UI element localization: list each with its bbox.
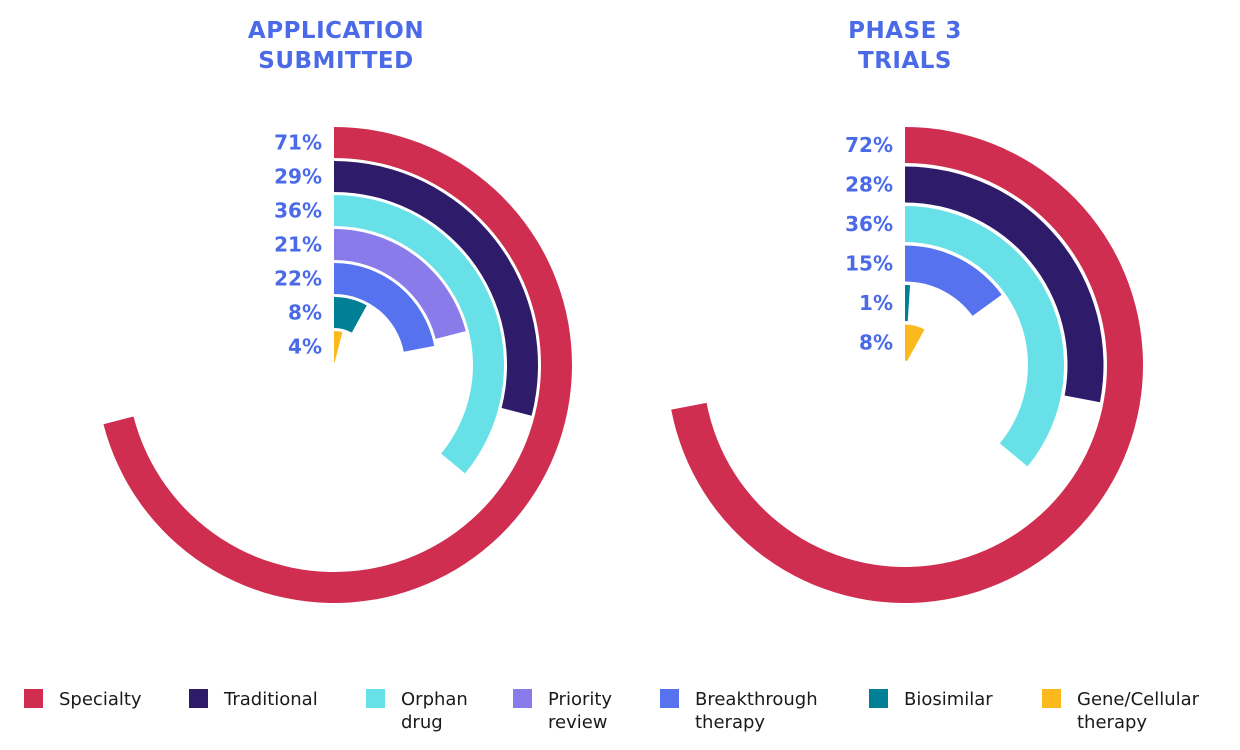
value-label-orphan-drug: 36% xyxy=(274,199,322,223)
legend-label: Gene/Cellular therapy xyxy=(1077,689,1200,733)
bar-priority-review xyxy=(334,229,466,339)
radial-chart-application-submitted: 71% 29% 36% 21% 22% 8% 4% xyxy=(103,127,572,603)
legend-swatch xyxy=(366,689,385,708)
legend-label: Breakthrough therapy xyxy=(695,689,818,733)
value-label-breakthrough-therapy: 15% xyxy=(845,252,893,276)
bar-traditional xyxy=(905,166,1104,403)
legend-item-gene-cellular-therapy: Gene/Cellular therapy xyxy=(1042,688,1199,734)
legend-swatch xyxy=(189,689,208,708)
legend-item-specialty: Specialty xyxy=(24,688,142,711)
bar-orphan-drug xyxy=(334,195,505,474)
legend-item-biosimilar: Biosimilar xyxy=(869,688,993,711)
bar-gene-cellular-therapy xyxy=(334,331,343,363)
legend-swatch xyxy=(513,689,532,708)
legend: Specialty Traditional Orphan drug Priori… xyxy=(0,688,1240,748)
value-label-gene-cellular-therapy: 4% xyxy=(288,335,322,359)
radial-chart-phase-3-trials: 72% 28% 36% 15% 1% 8% xyxy=(671,127,1143,603)
legend-swatch xyxy=(869,689,888,708)
legend-label: Priority review xyxy=(548,689,613,733)
legend-label: Biosimilar xyxy=(904,689,993,710)
legend-item-traditional: Traditional xyxy=(189,688,318,711)
value-label-gene-cellular-therapy: 8% xyxy=(859,331,893,355)
chart-title-application-submitted: APPLICATION SUBMITTED xyxy=(247,18,425,74)
bar-gene-cellular-therapy xyxy=(905,324,925,362)
radial-bar-charts: 71% 29% 36% 21% 22% 8% 4% 72% 28% 36% 15% 1% 8% xyxy=(103,127,1143,603)
value-label-specialty: 71% xyxy=(274,131,322,155)
legend-label: Orphan drug xyxy=(401,689,468,733)
legend-label: Traditional xyxy=(224,689,318,710)
legend-label: Specialty xyxy=(59,689,142,710)
legend-item-priority-review: Priority review xyxy=(513,688,612,734)
value-label-traditional: 29% xyxy=(274,165,322,189)
chart-title-phase-3-trials: PHASE 3 TRIALS xyxy=(848,18,962,74)
bar-orphan-drug xyxy=(905,206,1064,467)
value-label-biosimilar: 1% xyxy=(859,291,893,315)
bar-traditional xyxy=(334,161,538,416)
value-label-traditional: 28% xyxy=(845,173,893,197)
legend-item-orphan-drug: Orphan drug xyxy=(366,688,468,734)
bar-biosimilar xyxy=(334,297,367,333)
bar-biosimilar xyxy=(905,285,911,322)
legend-swatch xyxy=(660,689,679,708)
legend-item-breakthrough-therapy: Breakthrough therapy xyxy=(660,688,818,734)
bar-breakthrough-therapy xyxy=(334,263,435,352)
value-label-biosimilar: 8% xyxy=(288,301,322,325)
legend-swatch xyxy=(1042,689,1061,708)
value-label-specialty: 72% xyxy=(845,133,893,157)
value-label-breakthrough-therapy: 22% xyxy=(274,267,322,291)
bar-breakthrough-therapy xyxy=(905,245,1002,316)
legend-swatch xyxy=(24,689,43,708)
value-label-orphan-drug: 36% xyxy=(845,212,893,236)
value-label-priority-review: 21% xyxy=(274,233,322,257)
